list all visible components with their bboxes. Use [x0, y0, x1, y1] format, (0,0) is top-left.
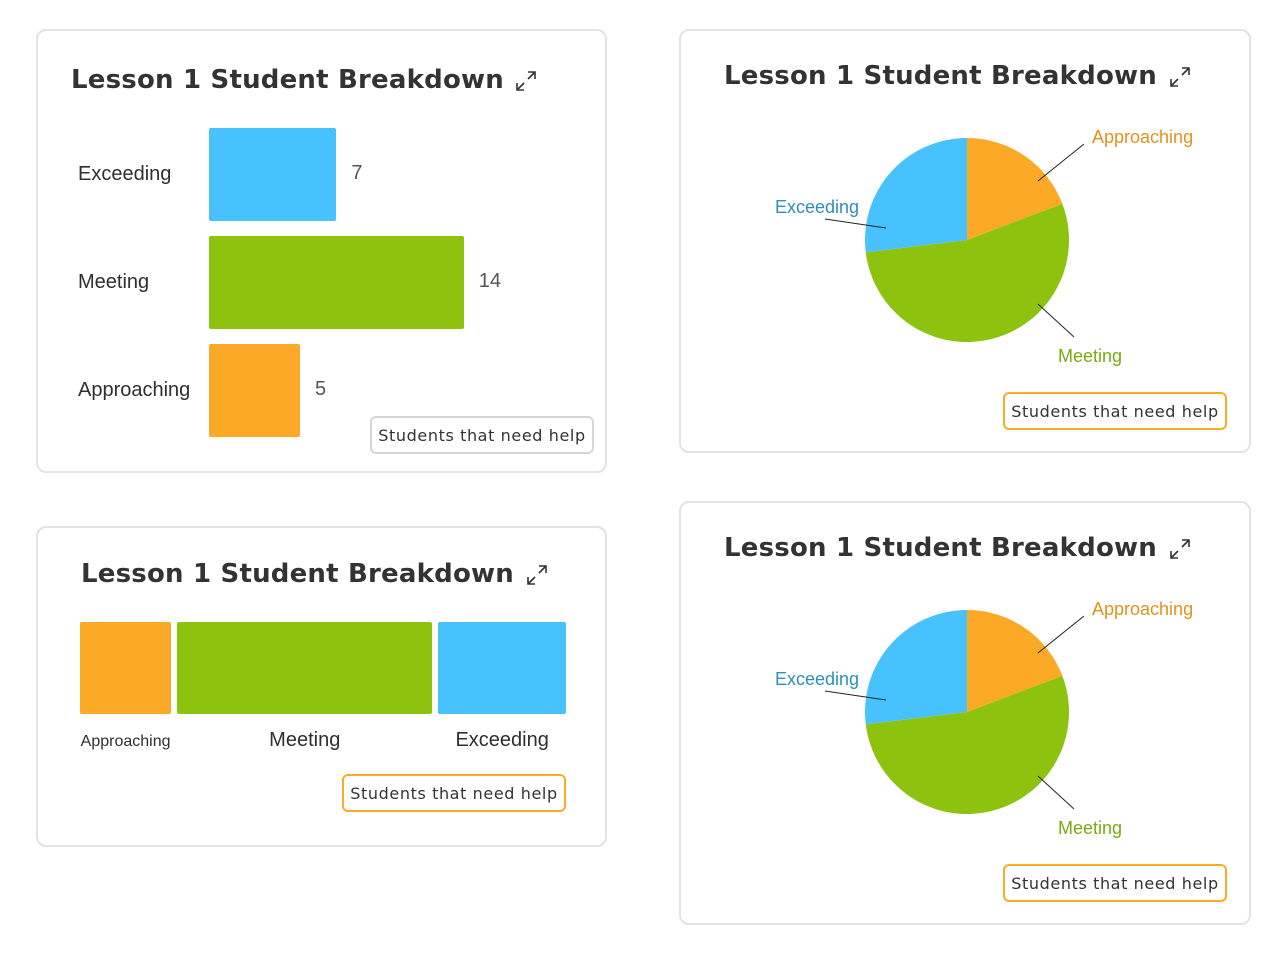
pie-chart-card: Lesson 1 Student Breakdown Approaching Me… — [679, 501, 1251, 925]
expand-icon[interactable] — [1168, 65, 1192, 89]
leader-line — [1037, 615, 1085, 654]
card-title: Lesson 1 Student Breakdown — [724, 533, 1157, 563]
expand-icon[interactable] — [1168, 537, 1192, 561]
bar-exceeding — [209, 128, 337, 221]
card-title: Lesson 1 Student Breakdown — [71, 65, 504, 95]
segment-label: Exceeding — [455, 729, 549, 751]
expand-icon[interactable] — [525, 563, 549, 587]
pie-chart: Approaching Meeting Exceeding — [775, 127, 1193, 366]
category-label: Meeting — [78, 270, 150, 293]
leader-line — [1037, 303, 1075, 338]
value-label: 14 — [478, 269, 502, 292]
pie-label-exceeding: Exceeding — [775, 669, 859, 689]
leader-line — [1037, 775, 1075, 810]
students-need-help-button[interactable]: Students that need help — [1003, 864, 1227, 902]
pie-slice-approaching — [967, 138, 1063, 240]
pie-slice-exceeding — [865, 138, 967, 253]
stacked-segment-approaching — [80, 622, 172, 714]
value-label: 5 — [315, 377, 327, 400]
pie-label-meeting: Meeting — [1058, 346, 1122, 366]
pie-label-meeting: Meeting — [1058, 818, 1122, 838]
stacked-bar-chart: Approaching Meeting Exceeding — [38, 528, 609, 768]
pie-label-approaching: Approaching — [1092, 599, 1193, 619]
pie-label-exceeding: Exceeding — [775, 197, 859, 217]
bar-chart: Exceeding 7 Meeting 14 Approaching 5 — [38, 31, 609, 475]
card-title: Lesson 1 Student Breakdown — [81, 559, 514, 589]
leader-line — [1037, 143, 1085, 182]
leader-line — [824, 690, 887, 701]
bar-meeting — [209, 236, 464, 329]
pie-chart: Approaching Meeting Exceeding — [775, 599, 1193, 838]
stacked-segment-exceeding — [438, 622, 566, 714]
expand-icon[interactable] — [514, 69, 538, 93]
category-label: Exceeding — [78, 162, 172, 185]
pie-chart-card: Lesson 1 Student Breakdown Approaching Me… — [679, 29, 1251, 453]
stacked-segment-meeting — [177, 622, 433, 714]
pie-slice-meeting — [865, 203, 1069, 342]
card-title: Lesson 1 Student Breakdown — [724, 61, 1157, 91]
pie-slice-exceeding — [865, 610, 967, 725]
bar-approaching — [209, 344, 300, 437]
students-need-help-button[interactable]: Students that need help — [1003, 392, 1227, 430]
value-label: 7 — [351, 161, 363, 184]
pie-slice-approaching — [967, 610, 1063, 712]
pie-slice-meeting — [865, 675, 1069, 814]
pie-label-approaching: Approaching — [1092, 127, 1193, 147]
category-label: Approaching — [78, 378, 191, 401]
segment-label: Approaching — [80, 733, 171, 750]
stacked-bar-card: Lesson 1 Student Breakdown Approaching Me… — [36, 526, 607, 847]
leader-line — [824, 218, 887, 229]
segment-label: Meeting — [269, 729, 341, 751]
students-need-help-button[interactable]: Students that need help — [342, 774, 566, 812]
students-need-help-button[interactable]: Students that need help — [370, 416, 594, 454]
bar-chart-card: Lesson 1 Student Breakdown Exceeding 7 Mee… — [36, 29, 607, 473]
